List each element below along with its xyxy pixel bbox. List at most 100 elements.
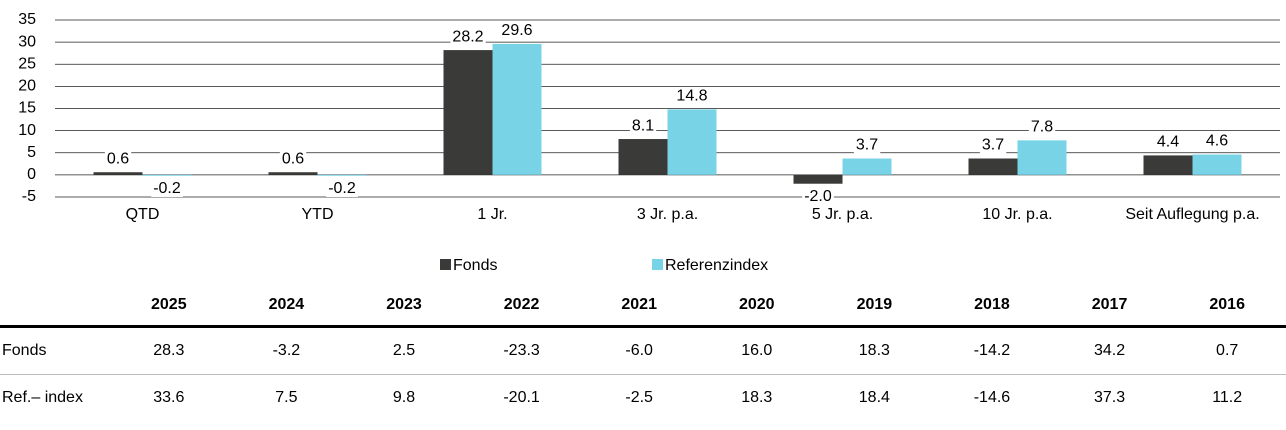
data-label-bg (104, 150, 132, 168)
legend-swatch (652, 259, 663, 270)
table-row: Ref.– index 33.6 7.5 9.8 -20.1 -2.5 18.3 18.4 -1… (0, 375, 1286, 422)
column-header: 2018 (933, 285, 1051, 328)
bar (268, 172, 318, 175)
x-tick-label: Seit Auflegung p.a. (1125, 206, 1260, 223)
x-tick-label: 3 Jr. p.a. (636, 206, 699, 223)
column-header: 2025 (110, 285, 228, 328)
data-label-bg (499, 22, 535, 40)
data-label-bg (151, 179, 183, 197)
cell: -14.6 (973, 389, 1011, 406)
cell: 2.5 (345, 326, 463, 375)
cell: -23.3 (462, 326, 581, 375)
legend-label: Fonds (453, 257, 497, 274)
column-header: 2017 (1050, 285, 1169, 328)
data-label: 4.4 (1157, 134, 1179, 151)
header-row: 2025 2024 2023 2022 2021 2020 2019 2018 2017 2016 (0, 285, 1286, 328)
row-label: Fonds (0, 326, 110, 375)
column-header: 2016 (1168, 285, 1286, 328)
cell: 18.4 (858, 389, 890, 406)
cell: -6.0 (580, 326, 698, 375)
row-label: Ref.– index (2, 389, 83, 406)
x-tick-label: 10 Jr. p.a. (982, 206, 1053, 223)
bar (142, 174, 192, 176)
data-label: 0.6 (107, 150, 129, 167)
bar (667, 109, 717, 175)
x-tick-label: 1 Jr. (477, 206, 508, 223)
data-label-bg (629, 117, 657, 135)
bar (443, 50, 493, 175)
y-tick-label: 10 (18, 122, 36, 139)
cell: 33.6 (153, 389, 185, 406)
cell: 7.5 (275, 389, 298, 406)
data-label: 4.6 (1206, 133, 1228, 150)
x-tick-label: YTD (301, 206, 334, 223)
cell: -20.1 (503, 389, 540, 406)
data-label: 14.8 (676, 88, 707, 105)
cell: 28.3 (110, 326, 228, 375)
cell: 18.3 (815, 326, 934, 375)
data-label: -0.2 (328, 180, 356, 197)
cell: 34.2 (1050, 326, 1169, 375)
y-tick-label: 20 (18, 78, 36, 95)
data-label-bg (802, 187, 834, 205)
bar (1017, 140, 1067, 175)
data-label-bg (674, 87, 710, 105)
cell: 37.3 (1093, 389, 1126, 406)
bar (1192, 154, 1242, 175)
data-label: 7.8 (1031, 119, 1053, 136)
bar (842, 158, 892, 175)
data-label: -0.2 (153, 180, 181, 197)
cell: -3.2 (227, 326, 346, 375)
column-header: 2021 (580, 285, 698, 328)
data-label: 0.6 (282, 150, 304, 167)
x-tick-label: 5 Jr. p.a. (811, 206, 874, 223)
data-label: 29.6 (501, 22, 532, 39)
data-label-bg (450, 28, 486, 46)
cell: -14.2 (933, 326, 1051, 375)
data-label-bg (1203, 132, 1231, 150)
corner (0, 285, 110, 328)
column-header: 2020 (697, 285, 816, 328)
cell: -2.5 (625, 389, 653, 406)
cell: 18.3 (741, 389, 773, 406)
bar (492, 43, 542, 175)
cell: 16.0 (697, 326, 816, 375)
y-tick-label: 35 (18, 11, 36, 28)
legend-swatch (440, 259, 451, 270)
data-label-bg (1028, 118, 1056, 136)
column-header: 2024 (227, 285, 346, 328)
bar (1143, 155, 1193, 175)
y-tick-label: 15 (18, 100, 36, 117)
column-header: 2023 (345, 285, 463, 328)
column-header: 2022 (462, 285, 581, 328)
y-tick-label: 5 (27, 144, 36, 161)
data-label: 3.7 (856, 137, 878, 154)
table-row: Fonds 28.3 -3.2 2.5 -23.3 -6.0 16.0 18.3 -14.2 34… (0, 326, 1286, 375)
data-label-bg (279, 150, 307, 168)
cell: 11.2 (1212, 389, 1243, 406)
data-label-bg (326, 179, 358, 197)
data-label-bg (853, 136, 881, 154)
data-label: 28.2 (452, 28, 483, 45)
bar (317, 174, 367, 176)
x-tick-label: QTD (125, 206, 160, 223)
y-tick-label: 0 (27, 166, 36, 183)
data-label-bg (1154, 133, 1182, 151)
returns-table: 2025 2024 2023 2022 2021 2020 2019 2018 2017 2016… (0, 285, 1286, 421)
bar (793, 174, 843, 184)
bar (618, 139, 668, 175)
legend-label: Referenzindex (665, 257, 768, 274)
y-tick-label: 25 (18, 55, 36, 72)
bar (968, 158, 1018, 175)
column-header: 2019 (815, 285, 934, 328)
data-label: 8.1 (632, 117, 654, 134)
cell: 9.8 (392, 389, 416, 406)
bar (93, 172, 143, 175)
data-label: 3.7 (982, 137, 1004, 154)
data-label: -2.0 (804, 188, 832, 205)
chart: -5 0 5 10 15 20 25 30 35 0.6 -0.2 0.6 -0.2 28.2 29.6 8.… (18, 11, 1280, 274)
data-label-bg (979, 136, 1007, 154)
y-tick-label: 30 (18, 33, 36, 50)
y-tick-label: -5 (22, 188, 36, 205)
